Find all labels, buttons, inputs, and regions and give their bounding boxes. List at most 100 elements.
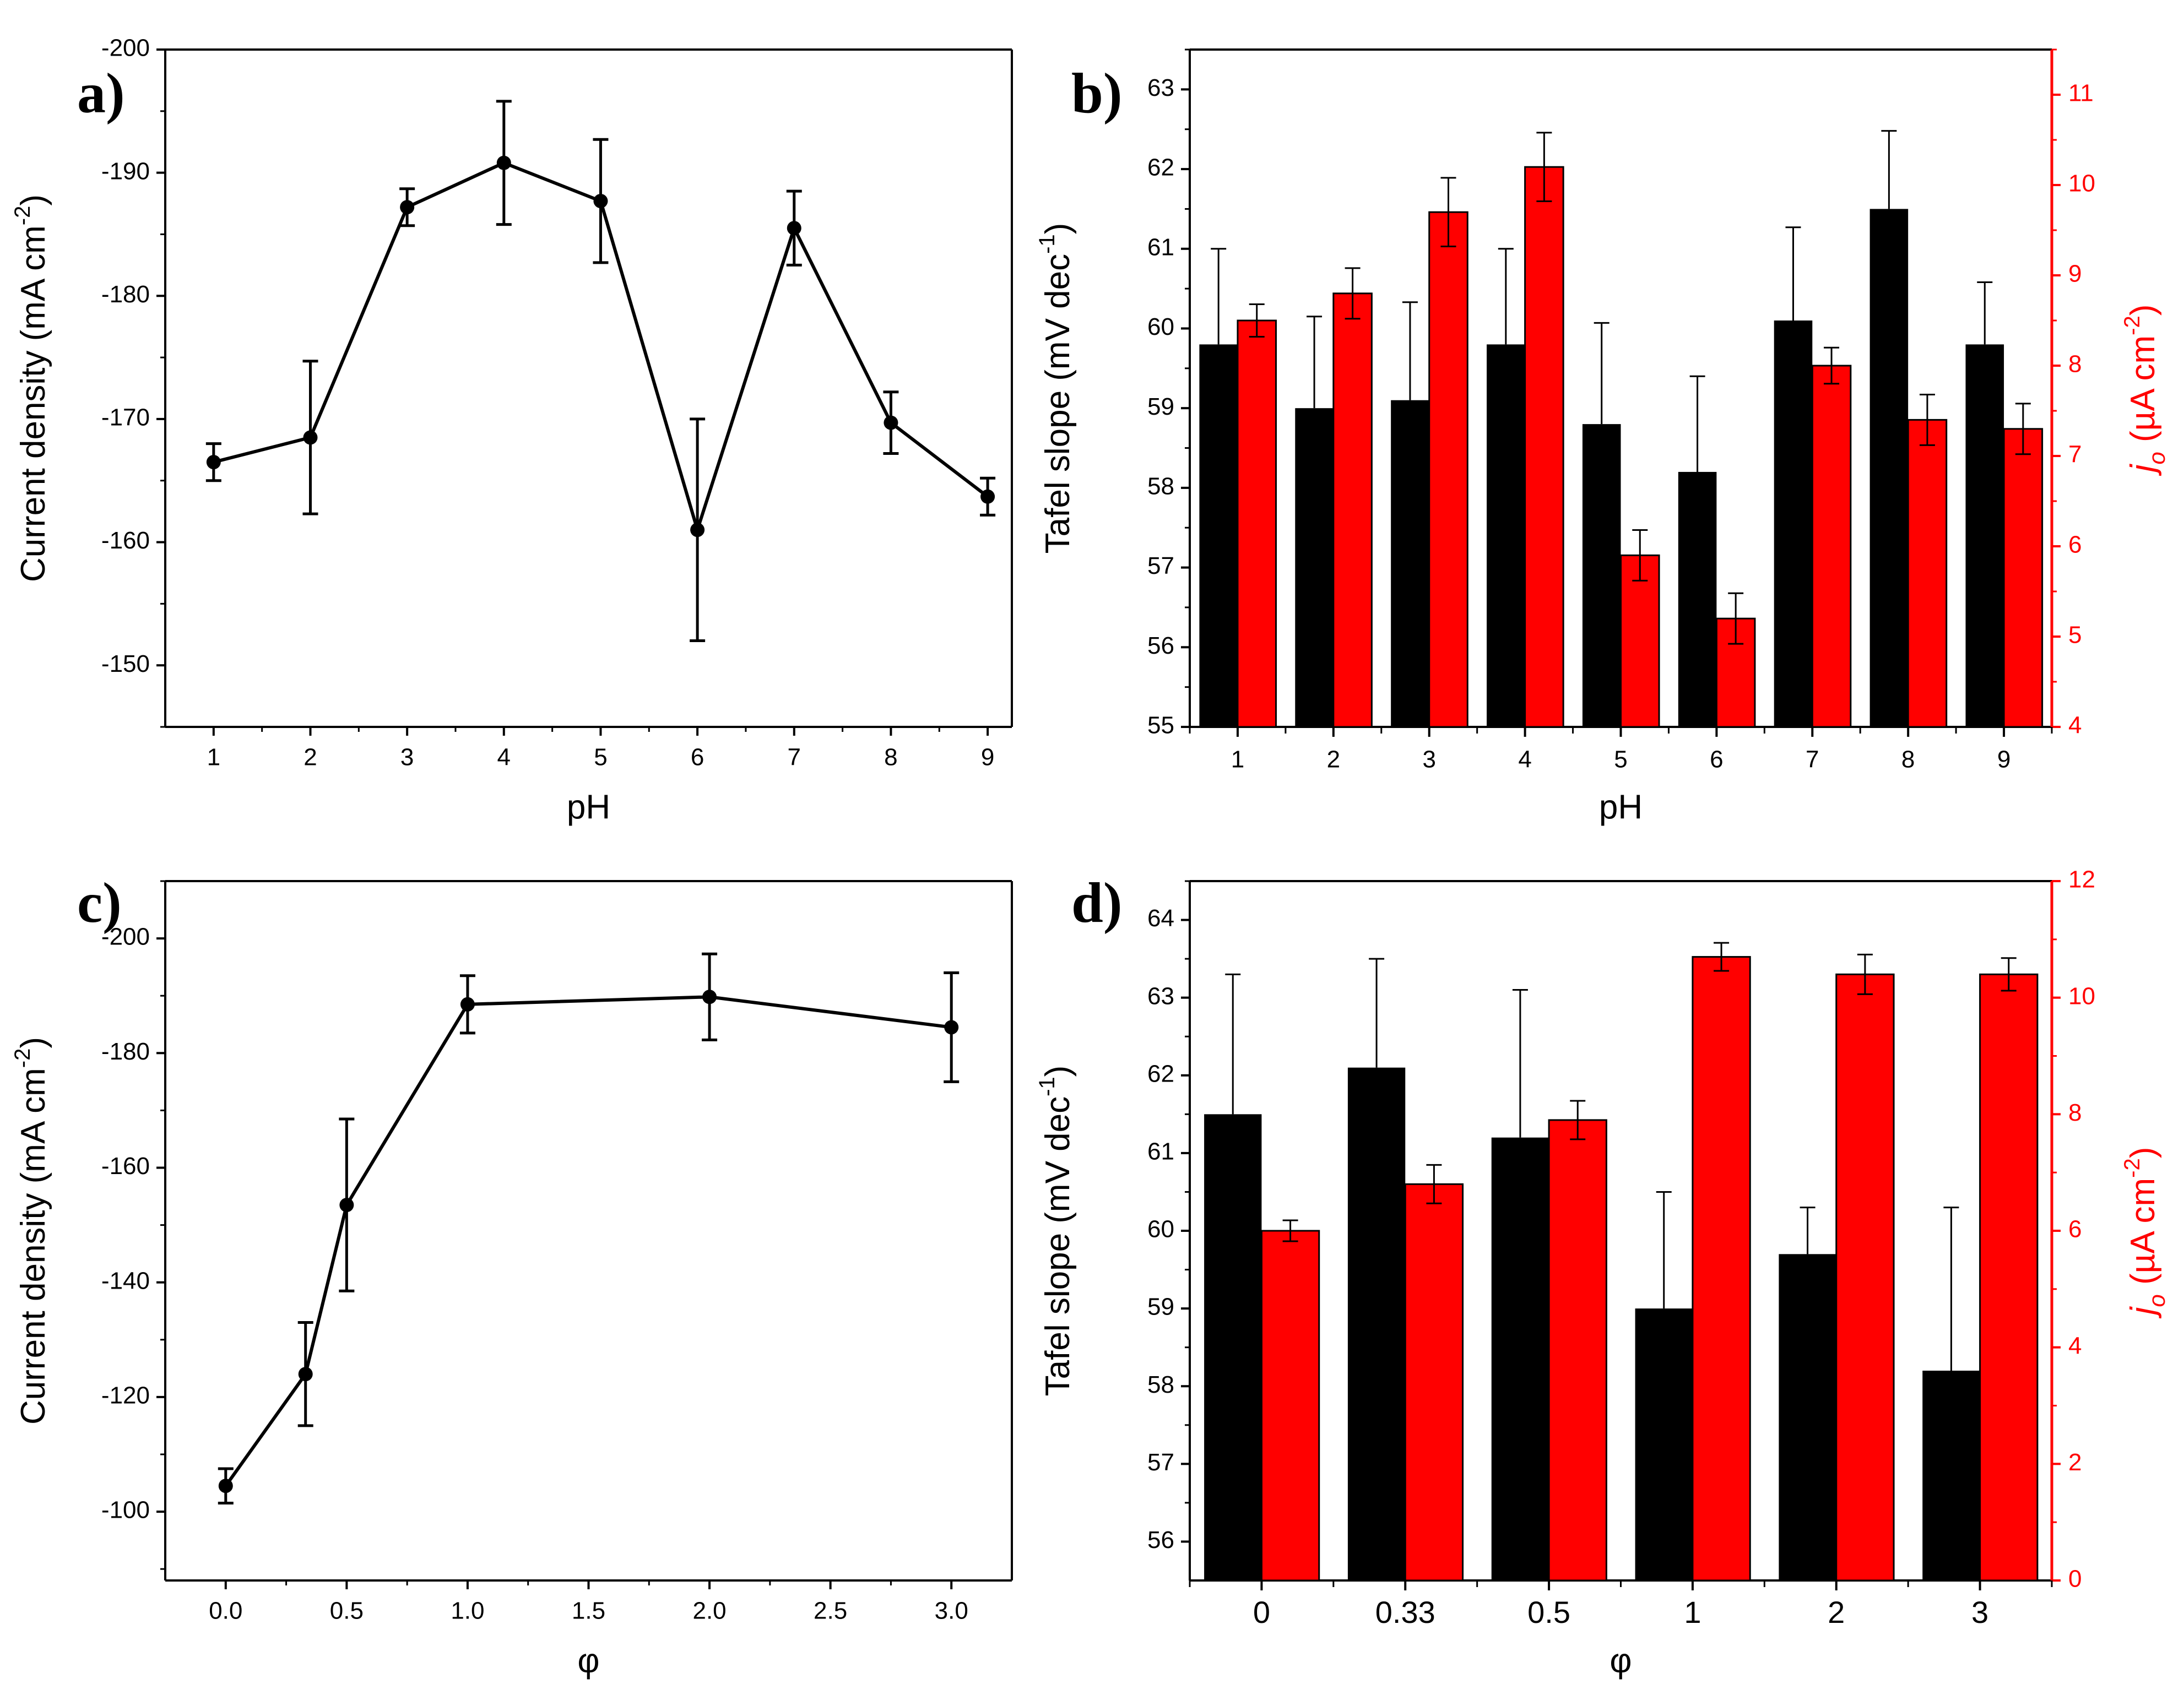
- x-tick-label: 1: [1231, 746, 1244, 773]
- y-tick-label: 62: [1147, 154, 1174, 181]
- data-point: [980, 489, 995, 504]
- y-tick-label: -180: [101, 281, 150, 308]
- y-tick-label: 63: [1147, 74, 1174, 101]
- label-part: o: [2144, 1294, 2170, 1307]
- label-part: ): [14, 1037, 52, 1049]
- x-tick-label: 0: [1253, 1595, 1270, 1629]
- panel-label: b): [1071, 62, 1122, 125]
- data-point: [787, 221, 801, 236]
- chart-panel-c: c) -100 -120 -140 -160 -180 -200 0.0 0.5 1.0 1.5 2.…: [10, 871, 1013, 1680]
- label-part: -1: [1035, 1077, 1059, 1096]
- y-tick-label: 64: [1147, 905, 1174, 932]
- bar-tafel: [1678, 471, 1717, 727]
- panel-label: a): [77, 62, 125, 125]
- y2-tick-label: 5: [2068, 622, 2082, 649]
- x-tick-label: 1: [1684, 1595, 1701, 1629]
- data-point: [460, 997, 475, 1012]
- y2-tick-label: 2: [2068, 1449, 2082, 1476]
- x-tick-label: 2: [1327, 746, 1340, 773]
- y2-tick-label: 9: [2068, 260, 2082, 287]
- label-part: -2: [2120, 1158, 2144, 1178]
- x-axis-title: pH: [567, 788, 610, 826]
- bar-tafel: [1204, 1114, 1262, 1580]
- y-tick-label: 59: [1147, 393, 1174, 420]
- x-tick-label: 8: [1901, 746, 1915, 773]
- bar-tafel: [1347, 1067, 1406, 1580]
- y-axis-title: Current density (mA cm-2): [10, 1037, 53, 1425]
- y-tick-label: 63: [1147, 982, 1174, 1009]
- label-part: ): [2124, 1147, 2162, 1159]
- x-tick-label: 6: [691, 744, 704, 771]
- label-part: Current density (mA cm: [14, 1068, 52, 1425]
- data-point: [690, 523, 705, 537]
- y-tick-label: 57: [1147, 552, 1174, 579]
- bar-jo: [1524, 166, 1564, 728]
- y-tick-label: -160: [101, 527, 150, 554]
- bar-jo: [1237, 319, 1277, 728]
- label-part: j: [2124, 463, 2162, 476]
- label-part: Current density (mA cm: [14, 225, 52, 582]
- y-tick-label: -200: [101, 35, 150, 62]
- label-part: j: [2124, 1306, 2162, 1318]
- data-point: [593, 194, 608, 209]
- x-axis-title: φ: [577, 1642, 599, 1680]
- y2-tick-label: 12: [2068, 866, 2095, 893]
- x-tick-label: 9: [981, 744, 994, 771]
- y-tick-label: -180: [101, 1038, 150, 1065]
- y-axis-title: Tafel slope (mV dec-1): [1035, 223, 1077, 554]
- label-part: -2: [10, 206, 35, 226]
- y2-tick-label: 6: [2068, 1216, 2082, 1243]
- bar-tafel: [1869, 209, 1909, 727]
- x-tick-label: 1.0: [451, 1598, 484, 1625]
- data-point: [339, 1198, 354, 1213]
- y2-tick-label: 10: [2068, 982, 2095, 1009]
- y2-tick-label: 4: [2068, 1332, 2082, 1359]
- y-tick-label: 57: [1147, 1449, 1174, 1476]
- x-tick-label: 2.5: [814, 1598, 847, 1625]
- y-tick-label: -160: [101, 1153, 150, 1180]
- x-tick-label: 1.5: [572, 1598, 605, 1625]
- label-part: o: [2144, 452, 2170, 464]
- y-tick-label: -120: [101, 1382, 150, 1409]
- bar-jo: [1979, 973, 2039, 1582]
- y2-tick-label: 8: [2068, 351, 2082, 378]
- data-point: [218, 1479, 233, 1493]
- label-part: Tafel slope (mV dec: [1039, 254, 1077, 553]
- bar-jo: [1428, 211, 1468, 728]
- label-part: -2: [10, 1049, 35, 1068]
- data-point: [400, 200, 415, 215]
- data-point: [206, 455, 221, 470]
- x-tick-label: 0.5: [1527, 1595, 1570, 1629]
- label-part: -1: [1035, 234, 1059, 254]
- bar-tafel: [1491, 1137, 1549, 1580]
- bar-jo: [1260, 1230, 1320, 1582]
- y-tick-label: 59: [1147, 1294, 1174, 1321]
- bar-tafel: [1922, 1371, 1980, 1580]
- data-point: [702, 990, 717, 1004]
- bar-jo: [2003, 428, 2044, 728]
- label-part: (µA cm: [2124, 335, 2162, 452]
- y-tick-label: 61: [1147, 1138, 1174, 1165]
- panel-label: d): [1071, 871, 1122, 935]
- bar-jo: [1907, 419, 1948, 728]
- y-tick-label: 60: [1147, 313, 1174, 340]
- x-tick-label: 0.0: [209, 1598, 242, 1625]
- label-part: ): [1039, 223, 1077, 235]
- label-part: Tafel slope (mV dec: [1039, 1096, 1077, 1396]
- y2-tick-label: 7: [2068, 441, 2082, 468]
- x-tick-label: 2: [1828, 1595, 1845, 1629]
- y2-tick-label: 11: [2068, 80, 2094, 107]
- x-tick-label: 5: [1614, 746, 1627, 773]
- y2-tick-label: 10: [2068, 170, 2095, 197]
- y-tick-label: -140: [101, 1267, 150, 1294]
- data-line: [224, 995, 952, 1487]
- y-tick-label: -150: [101, 650, 150, 677]
- bar-jo: [1715, 617, 1756, 728]
- x-tick-label: 1: [207, 744, 220, 771]
- y-tick-label: -100: [101, 1497, 150, 1524]
- bar-jo: [1692, 956, 1751, 1582]
- data-point: [884, 415, 898, 430]
- y2-axis-title: jo (µA cm-2): [2120, 305, 2170, 476]
- x-tick-label: 4: [497, 744, 511, 771]
